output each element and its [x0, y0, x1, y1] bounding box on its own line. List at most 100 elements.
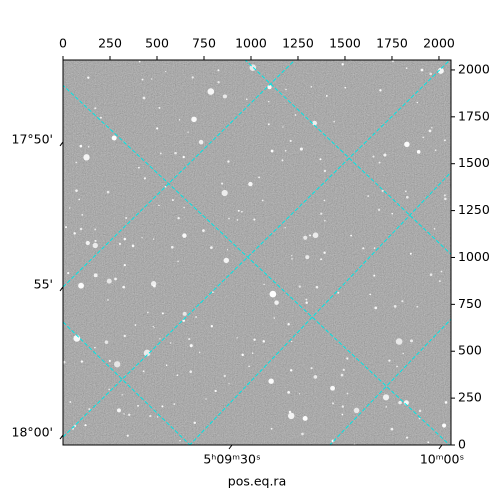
star — [141, 78, 144, 81]
star — [187, 131, 189, 133]
star — [404, 141, 410, 148]
x-tick-label: 1000 — [235, 36, 267, 51]
star — [341, 413, 344, 416]
star — [362, 247, 365, 250]
star — [189, 344, 193, 348]
star — [205, 398, 207, 400]
star — [427, 441, 430, 444]
star — [323, 169, 327, 173]
star — [241, 353, 244, 357]
star — [94, 107, 97, 110]
star — [137, 404, 139, 407]
star — [182, 233, 187, 238]
star — [284, 226, 286, 229]
star — [227, 160, 230, 163]
star — [138, 60, 141, 63]
star — [176, 374, 179, 377]
star — [159, 152, 162, 155]
star — [344, 86, 347, 89]
star — [443, 139, 446, 142]
star — [173, 403, 176, 405]
star — [273, 317, 275, 319]
star — [84, 424, 87, 427]
star — [241, 210, 243, 213]
star — [222, 94, 228, 99]
star — [405, 195, 409, 199]
star — [237, 209, 240, 212]
star — [123, 264, 126, 267]
star — [226, 249, 229, 251]
star — [171, 199, 174, 202]
star — [123, 334, 126, 338]
star — [81, 213, 84, 216]
star — [315, 285, 319, 289]
y-tick-label: 0 — [458, 437, 466, 452]
star — [442, 423, 447, 428]
star — [381, 189, 384, 192]
star — [299, 147, 303, 151]
star — [410, 339, 414, 343]
star — [420, 68, 424, 72]
star — [221, 182, 224, 185]
star — [305, 301, 308, 304]
star — [404, 190, 407, 193]
star — [221, 189, 228, 197]
star — [73, 232, 76, 235]
star — [391, 212, 394, 215]
star — [401, 300, 404, 303]
star — [346, 357, 349, 360]
star — [312, 232, 319, 239]
star — [340, 373, 344, 377]
star — [87, 76, 90, 79]
star — [217, 81, 220, 84]
star — [210, 246, 213, 249]
star — [152, 325, 154, 328]
dec-tick — [59, 434, 64, 440]
star — [312, 120, 317, 126]
star — [289, 139, 292, 143]
star — [210, 325, 213, 328]
star — [333, 120, 336, 123]
star — [75, 161, 78, 164]
star — [393, 305, 397, 308]
star — [374, 306, 378, 310]
star — [245, 98, 248, 101]
star — [405, 436, 409, 439]
ra-tick-label: 5ʰ09ᵐ30ˢ — [203, 452, 260, 467]
star — [142, 96, 146, 100]
star — [122, 285, 126, 289]
star — [305, 255, 310, 260]
star — [191, 116, 197, 123]
star — [143, 177, 147, 180]
star — [177, 216, 180, 220]
star — [319, 158, 322, 161]
star — [94, 346, 96, 349]
y-tick-label: 2000 — [458, 61, 490, 76]
star — [78, 282, 84, 289]
star — [223, 374, 226, 378]
star — [253, 218, 256, 221]
star — [94, 239, 97, 242]
dec-tick-label: 18°00' — [12, 425, 54, 440]
star — [214, 389, 217, 393]
star — [236, 337, 238, 339]
star — [106, 190, 110, 194]
star — [443, 194, 446, 197]
star — [270, 427, 273, 430]
star — [156, 416, 159, 418]
y-tick-label: 250 — [458, 390, 482, 405]
star — [346, 392, 349, 395]
star — [117, 408, 121, 413]
star — [118, 242, 122, 246]
star — [341, 63, 344, 66]
star — [405, 67, 408, 69]
star — [125, 216, 128, 220]
star — [248, 181, 253, 187]
star — [305, 298, 308, 301]
star — [223, 257, 230, 264]
star — [149, 414, 152, 418]
star — [416, 150, 421, 154]
star — [320, 258, 323, 261]
star — [309, 234, 312, 237]
star — [303, 235, 308, 240]
